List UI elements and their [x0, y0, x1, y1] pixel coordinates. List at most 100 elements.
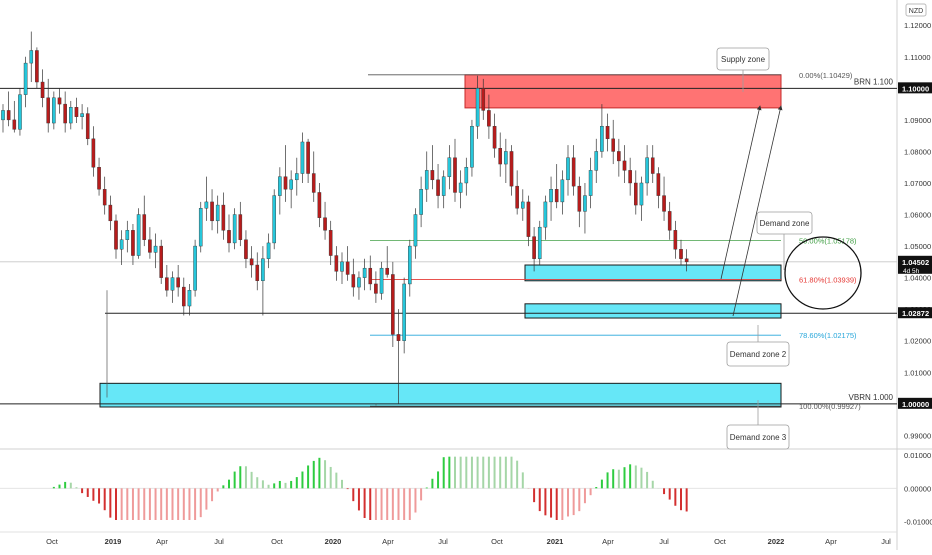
time-tick-label: Jul [438, 537, 448, 546]
candle-body [63, 103, 67, 124]
candle-body [588, 170, 593, 196]
price-tick-label: 1.04000 [904, 274, 931, 283]
candle-body [187, 290, 192, 307]
time-tick-label: Apr [382, 537, 394, 546]
candle-body [481, 88, 486, 111]
price-label-box[interactable] [898, 255, 932, 274]
symbol-badge[interactable]: NZD [905, 3, 927, 17]
candle-body [509, 151, 514, 187]
callout-demand-zone[interactable]: Demand zone [756, 211, 813, 270]
candle-body [362, 267, 367, 278]
candle-body [419, 189, 423, 215]
candle-body [679, 249, 683, 259]
candle-body [351, 274, 356, 288]
candle-body [645, 157, 649, 184]
zone-demand[interactable] [524, 264, 782, 282]
candle-body [159, 245, 164, 278]
fib-label-4: 100.00%(0.99927) [799, 402, 861, 411]
price-tick-label: 1.02000 [904, 337, 931, 346]
candle-body [447, 157, 452, 177]
highlight-circle[interactable] [784, 236, 862, 310]
price-tick-label: 1.12000 [904, 21, 931, 30]
candle-body [560, 179, 565, 203]
candle-body [617, 151, 621, 162]
candle-body [441, 176, 446, 196]
callout-supply-zone[interactable]: Supply zone [716, 47, 770, 92]
candle-body [108, 204, 113, 222]
price-tick-label: 1.08000 [904, 147, 931, 156]
candle-body [577, 185, 582, 212]
candle-body [266, 242, 271, 259]
price-label-text: 1.00000 [902, 400, 929, 409]
lines-layer[interactable]: BRN 1.100 VBRN 1.000 0.00%(1.10429) 50.00%(… [0, 71, 897, 411]
arrow-demand2-to-supply[interactable] [732, 105, 783, 317]
candle-body [272, 195, 277, 244]
candle-body [656, 173, 661, 196]
candles-layer [1, 31, 689, 404]
arrow-demand-to-supply[interactable] [720, 105, 762, 280]
candle-body [667, 211, 672, 231]
candle-body [385, 267, 390, 275]
price-tick-label: 1.05000 [904, 242, 931, 251]
candle-body [684, 258, 689, 263]
fib-label-2: 61.80%(1.03939) [799, 276, 857, 285]
price-label-box[interactable] [898, 82, 932, 94]
time-tick-label: Oct [271, 537, 284, 546]
candle-body [136, 214, 141, 256]
candle-body [611, 138, 615, 152]
candle-body [232, 214, 237, 244]
candle-body [102, 189, 107, 206]
osc-tick-label: -0.01000 [904, 518, 932, 527]
candle-body [18, 94, 22, 130]
candle-body [52, 97, 56, 124]
price-tick-label: 0.99000 [904, 431, 931, 440]
candle-body [357, 277, 361, 288]
candle-body [131, 230, 135, 256]
callout-demand-zone-2[interactable]: Demand zone 2 [726, 325, 790, 367]
annotations-layer[interactable]: Supply zone Demand zone Demand zone 2 Deman… [106, 47, 862, 450]
candle-body [673, 230, 678, 250]
candle-body [35, 50, 39, 83]
zone-demand3[interactable] [99, 382, 782, 408]
callout-demand-zone-3[interactable]: Demand zone 3 [726, 400, 790, 450]
callout-demand-zone-box [756, 211, 813, 235]
price-axis[interactable]: 0.990001.000001.010001.020001.030001.040… [898, 21, 932, 527]
time-axis[interactable]: Oct 2019 Apr Jul Oct 2020 Apr Jul Oct 2021 Apr Jul O… [46, 537, 891, 546]
candle-body [317, 192, 322, 218]
candle-body [227, 230, 231, 244]
candle-body [374, 283, 378, 294]
price-label-box[interactable] [898, 397, 932, 409]
time-tick-label: Apr [602, 537, 614, 546]
candle-body [487, 110, 491, 127]
zone-demand2[interactable] [524, 303, 782, 319]
candle-body [402, 283, 406, 341]
candle-body [521, 201, 525, 209]
candle-body [204, 201, 209, 209]
price-label-text: 1.10000 [902, 84, 929, 93]
fib-label-1: 50.00%(1.05178) [799, 236, 857, 245]
candle-body [153, 245, 158, 253]
candle-body [334, 255, 339, 272]
zones-layer[interactable] [99, 74, 782, 408]
callout-supply-zone-label: Supply zone [721, 55, 766, 64]
candle-body [453, 157, 457, 193]
candle-body [238, 214, 243, 240]
candle-body [114, 220, 118, 250]
candle-body [295, 173, 299, 181]
candle-body [549, 189, 553, 203]
candle-body [244, 239, 248, 259]
candle-body [80, 113, 84, 117]
callout-demand-zone-3-label: Demand zone 3 [730, 433, 787, 442]
candle-body [504, 151, 508, 165]
time-tick-label: Jul [881, 537, 891, 546]
candle-body [436, 179, 440, 196]
candle-body [68, 107, 73, 124]
zone-supply[interactable] [464, 74, 782, 109]
candle-body [97, 167, 101, 190]
oscillator-layer [0, 456, 897, 520]
candle-body [221, 204, 226, 231]
price-label-box[interactable] [898, 307, 932, 319]
candle-body [12, 119, 17, 130]
